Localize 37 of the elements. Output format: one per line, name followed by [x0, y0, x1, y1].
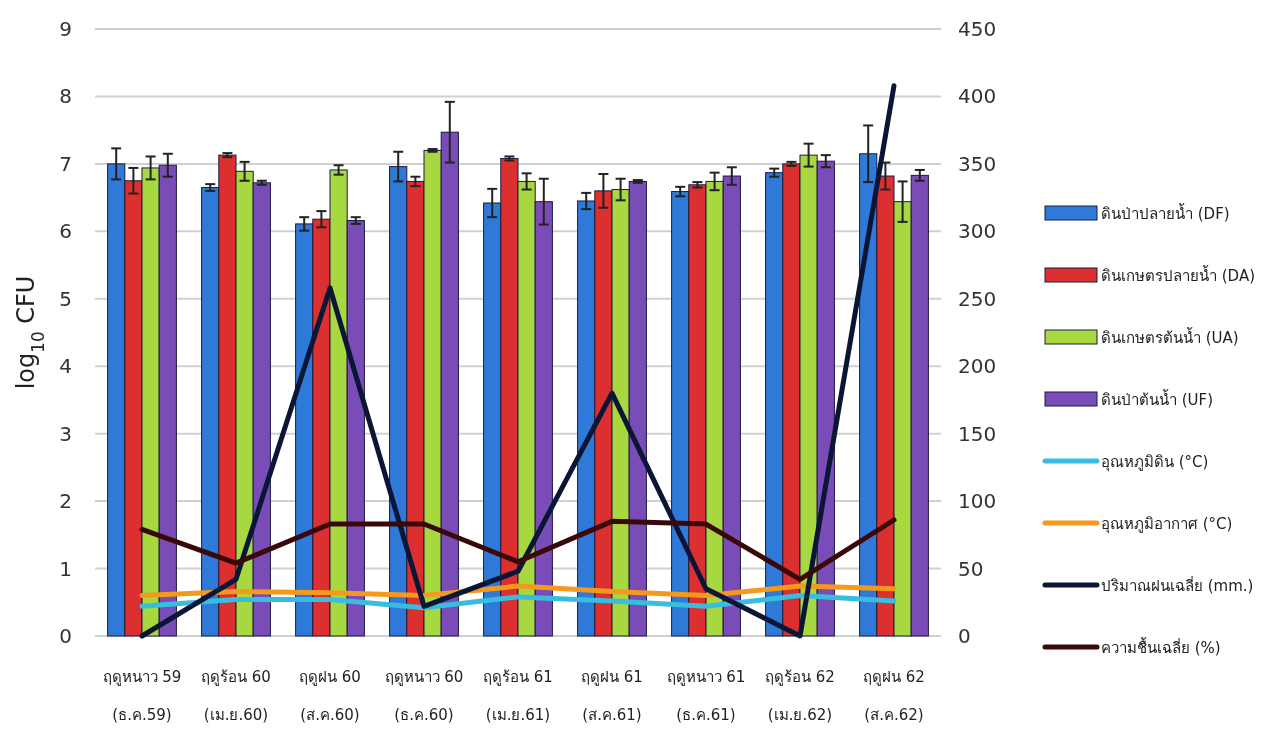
y-tick-label: 5	[59, 286, 72, 311]
y-tick-label: 1	[59, 556, 72, 581]
y-tick-label: 8	[59, 84, 72, 109]
legend-label: อุณหภูมิอากาศ (°C)	[1101, 515, 1233, 534]
legend-label: ปริมาณฝนเฉลี่ย (mm.)	[1101, 575, 1254, 595]
legend-label: ความชื้นเฉลี่ย (%)	[1101, 637, 1221, 657]
legend-label: ดินเกษตรปลายน้ำ (DA)	[1101, 265, 1256, 285]
category-label: ฤดูหนาว 59 (ธ.ค.59)	[102, 668, 182, 724]
y-tick-label: 3	[59, 421, 72, 446]
y-tick-label: 9	[59, 17, 72, 41]
y2-tick-label: 100	[958, 489, 997, 514]
category-label: ฤดูร้อน 61 (เม.ย.61)	[483, 668, 553, 724]
legend-label: อุณหภูมิดิน (°C)	[1101, 453, 1209, 472]
y-tick-label: 7	[59, 151, 72, 176]
y-tick-label: 4	[59, 354, 72, 379]
y2-tick-label: 400	[958, 84, 997, 109]
category-label: ฤดูฝน 61 (ส.ค.61)	[581, 668, 643, 724]
legend-label: ดินป่าต้นน้ำ (UF)	[1101, 389, 1214, 409]
legend-label: ดินป่าปลายน้ำ (DF)	[1101, 203, 1230, 223]
y2-tick-label: 450	[958, 17, 997, 41]
y2-tick-label: 150	[958, 421, 997, 446]
y-tick-label: 2	[59, 489, 72, 514]
category-label: ฤดูร้อน 60 (เม.ย.60)	[201, 668, 271, 724]
legend-label: ดินเกษตรต้นน้ำ (UA)	[1101, 327, 1239, 347]
category-label: ฤดูฝน 60 (ส.ค.60)	[299, 668, 361, 724]
category-label: ฤดูหนาว 61 (ธ.ค.61)	[666, 668, 746, 724]
y-tick-label: 0	[59, 624, 72, 648]
category-label: ฤดูหนาว 60 (ธ.ค.60)	[384, 668, 464, 724]
y-tick-label: 6	[59, 219, 72, 244]
y2-tick-label: 250	[958, 286, 997, 311]
y2-tick-label: 300	[958, 219, 997, 244]
y2-tick-label: 0	[958, 624, 971, 648]
y2-tick-label: 50	[958, 556, 984, 581]
y2-tick-label: 200	[958, 354, 997, 379]
category-label: ฤดูร้อน 62 (เม.ย.62)	[765, 668, 835, 724]
category-label: ฤดูฝน 62 (ส.ค.62)	[863, 668, 925, 724]
y2-tick-label: 350	[958, 151, 997, 176]
